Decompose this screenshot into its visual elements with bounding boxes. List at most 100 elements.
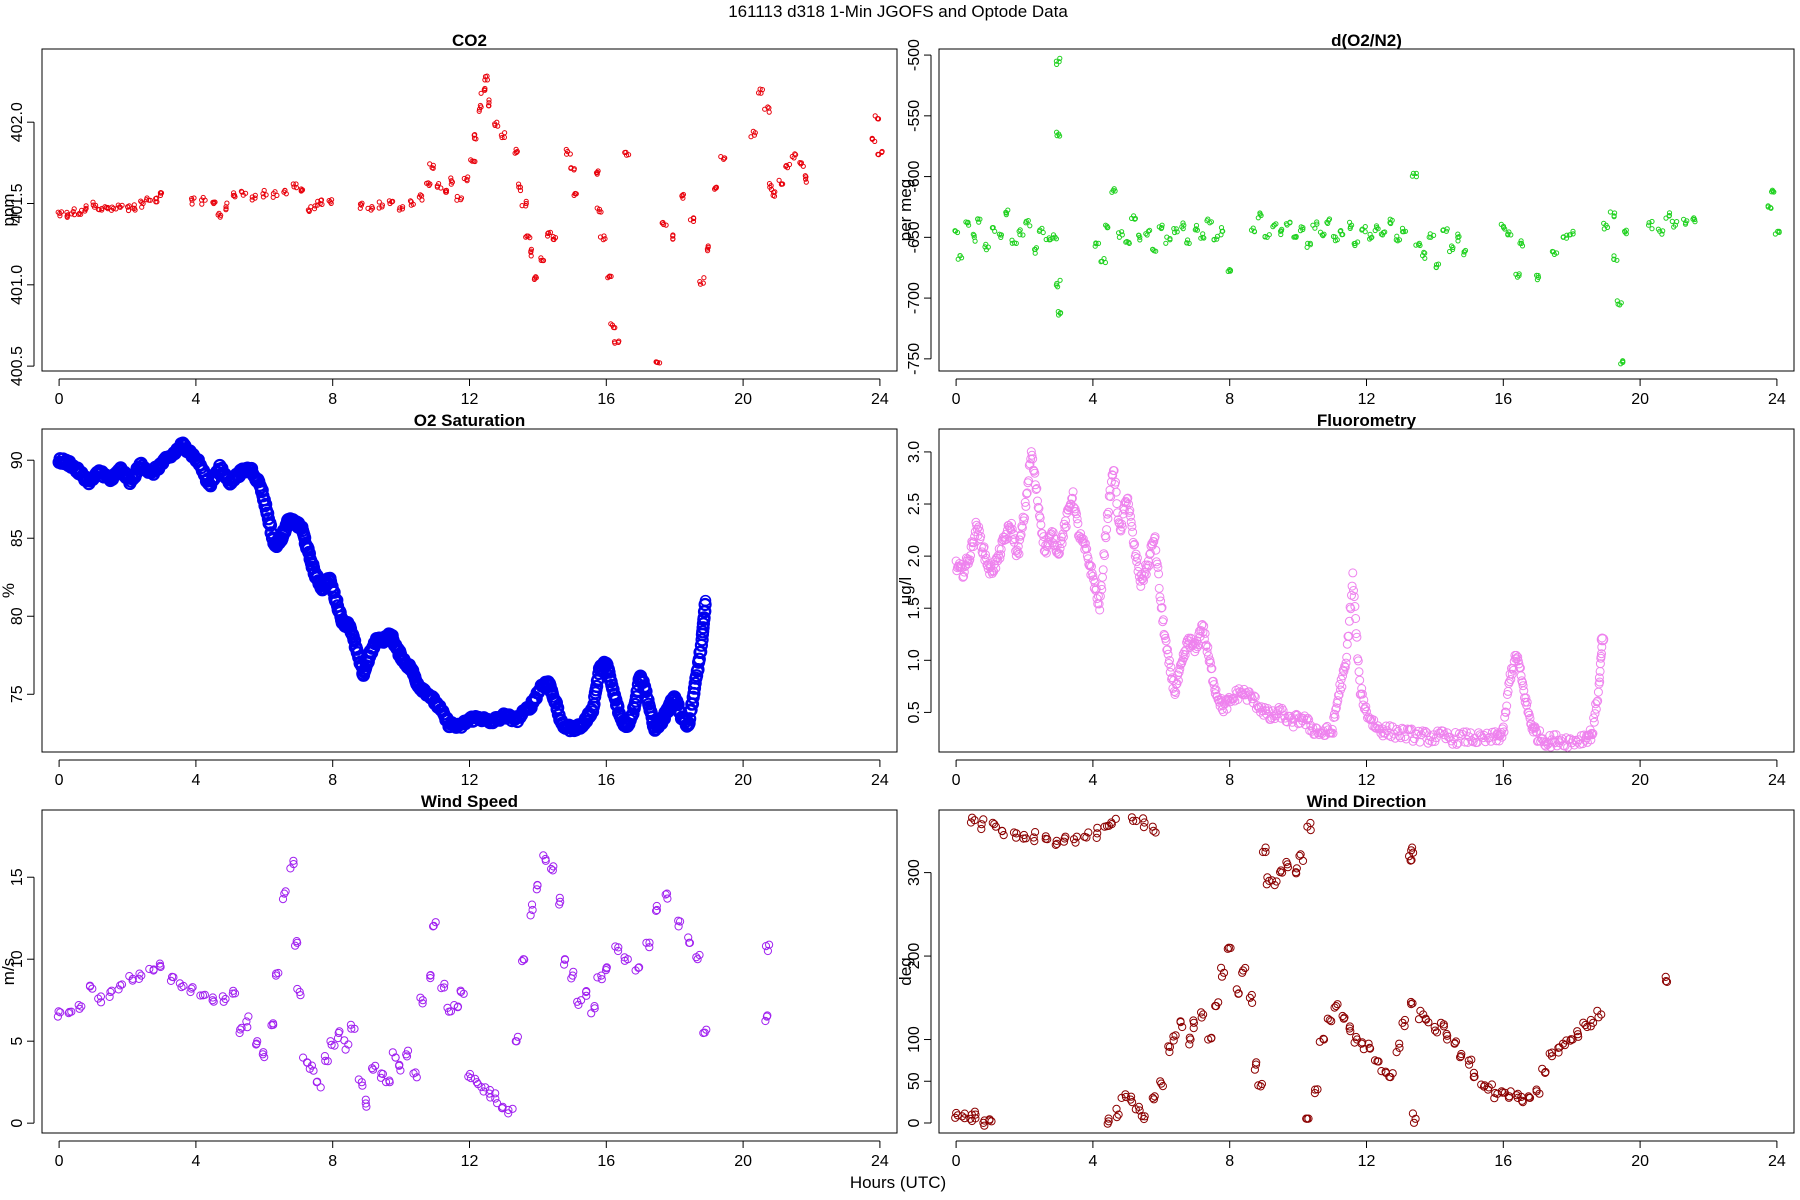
do2n2-point xyxy=(1765,203,1771,209)
fluor-point xyxy=(1342,639,1352,649)
co2-point xyxy=(655,359,661,366)
do2n2-point xyxy=(1027,223,1033,229)
wspd-point xyxy=(402,1052,412,1061)
wdir-point xyxy=(1414,1015,1424,1024)
wdir-point xyxy=(1325,1016,1334,1025)
co2-point xyxy=(765,104,771,110)
fluor-point xyxy=(1166,662,1176,672)
do2n2-x-tick-label: 16 xyxy=(1494,391,1512,408)
wdir-data-points xyxy=(951,813,1672,1130)
wspd-point xyxy=(347,1024,356,1033)
wspd-point xyxy=(320,1052,329,1061)
do2n2-point xyxy=(1137,237,1143,243)
fluor-point xyxy=(1021,501,1031,511)
co2-point xyxy=(298,188,304,194)
wspd-point xyxy=(590,1002,599,1011)
fluor-point xyxy=(1200,628,1210,638)
fluor-point xyxy=(1593,696,1603,706)
fluor-point xyxy=(1032,484,1042,493)
fluor-point xyxy=(1117,522,1127,532)
fluor-point xyxy=(1586,735,1596,745)
wspd-point xyxy=(532,885,541,894)
co2-x-tick-label: 4 xyxy=(191,391,200,408)
o2sat-x-tick-label: 8 xyxy=(328,772,337,789)
co2-point xyxy=(523,200,529,207)
wdir-point xyxy=(971,1114,980,1123)
wdir-point xyxy=(1554,1048,1563,1057)
co2-point xyxy=(389,199,395,205)
co2-point xyxy=(130,205,136,211)
fluor-point xyxy=(1359,695,1369,705)
wspd-point xyxy=(200,990,209,999)
fluor-point xyxy=(1103,514,1113,524)
do2n2-point xyxy=(1655,226,1662,232)
co2-point xyxy=(252,195,258,201)
wdir-point xyxy=(1151,828,1160,837)
fluor-point xyxy=(1104,507,1114,517)
do2n2-point xyxy=(1147,227,1153,233)
co2-plot-frame xyxy=(41,48,898,372)
fluor-point xyxy=(1400,732,1410,742)
wspd-point xyxy=(385,1076,394,1085)
fluor-point xyxy=(1040,547,1050,556)
wdir-point xyxy=(1661,972,1670,982)
wspd-point xyxy=(208,993,217,1002)
wdir-x-tick-label: 20 xyxy=(1631,1153,1649,1170)
do2n2-point xyxy=(1143,231,1149,237)
co2-point xyxy=(318,197,325,203)
fluor-point xyxy=(1102,525,1112,535)
wspd-point xyxy=(587,1009,596,1018)
co2-point xyxy=(417,192,423,198)
co2-point xyxy=(563,146,569,153)
fluor-point xyxy=(1349,592,1359,602)
wspd-point xyxy=(479,1087,488,1096)
wdir-point xyxy=(1443,1035,1452,1044)
wdir-point xyxy=(1029,833,1038,842)
do2n2-x-tick-label: 4 xyxy=(1088,391,1097,408)
wdir-point xyxy=(998,827,1007,836)
do2n2-point xyxy=(1017,227,1023,233)
co2-point xyxy=(83,206,89,212)
wspd-point xyxy=(56,1008,65,1017)
co2-point xyxy=(875,116,881,122)
do2n2-point xyxy=(1039,225,1045,231)
do2n2-point xyxy=(1201,235,1207,241)
co2-point xyxy=(712,186,718,192)
wspd-point xyxy=(569,967,578,976)
do2n2-point xyxy=(1057,55,1063,62)
wdir-point xyxy=(1579,1018,1588,1027)
co2-point xyxy=(293,185,299,191)
wspd-point xyxy=(221,994,230,1004)
wspd-ylabel: m/s xyxy=(0,958,18,985)
wspd-point xyxy=(156,962,165,972)
do2n2-point xyxy=(1208,219,1215,225)
wspd-point xyxy=(614,943,623,952)
co2-point xyxy=(573,191,579,197)
fluor-point xyxy=(1339,667,1349,676)
do2n2-point xyxy=(1417,242,1423,249)
fluor-point xyxy=(1535,726,1545,736)
do2n2-point xyxy=(1611,253,1617,259)
panel-do2n2: d(O2/N2) per meg 0 4 8 12 16 20 24 -750 -700 -650 -6… xyxy=(896,31,1795,408)
fluor-point xyxy=(1072,509,1081,519)
wspd-point xyxy=(218,992,227,1001)
wdir-point xyxy=(1178,1022,1187,1032)
fluor-y-tick-label: 2.5 xyxy=(906,493,923,515)
do2n2-point xyxy=(1317,229,1324,235)
co2-point xyxy=(369,205,376,211)
wdir-point xyxy=(1490,1094,1499,1103)
wspd-x-tick-label: 4 xyxy=(191,1153,200,1170)
wspd-point xyxy=(64,1009,73,1018)
wdir-point xyxy=(1506,1087,1515,1096)
wspd-point xyxy=(465,1069,475,1079)
co2-point xyxy=(95,206,101,212)
fluor-point xyxy=(1022,489,1032,499)
fluor-point xyxy=(1483,733,1493,743)
wspd-point xyxy=(145,964,154,974)
wdir-point xyxy=(1169,1032,1178,1041)
co2-point xyxy=(551,236,557,243)
fluor-point xyxy=(1067,493,1077,503)
fluor-point xyxy=(1095,591,1105,601)
co2-point xyxy=(872,138,878,144)
do2n2-point xyxy=(1184,240,1190,246)
